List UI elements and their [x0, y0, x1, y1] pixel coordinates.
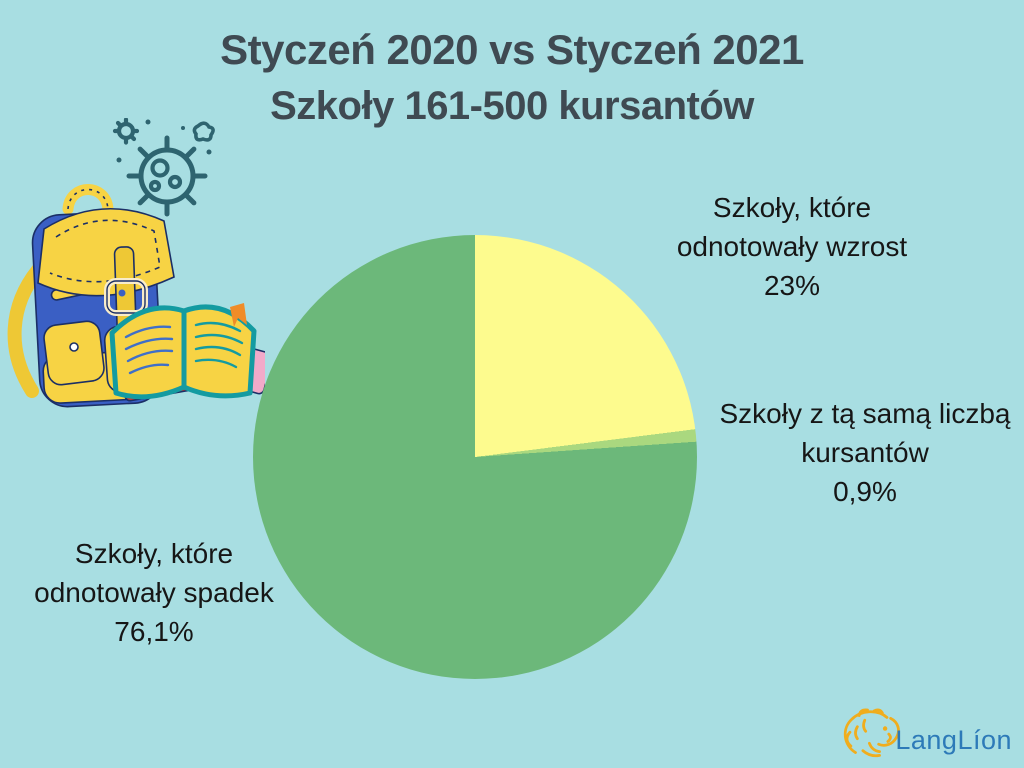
pie-label-text: Szkoły, które [74, 538, 234, 569]
langlion-logo: LangLíon [837, 706, 1012, 764]
pie-label-value: 23% [763, 270, 821, 301]
pie-label-text: kursantów [801, 437, 929, 468]
pie-label-increase: Szkoły, które odnotowały wzrost 23% [632, 188, 952, 305]
backpack-strap [7, 263, 45, 398]
open-book [109, 303, 257, 400]
page-subtitle: Szkoły 161-500 kursantów [270, 84, 754, 128]
coronavirus-doodle-icon [112, 118, 215, 217]
pie-label-value: 0,9% [833, 476, 897, 507]
backpack-handle [62, 184, 114, 215]
backpack-flap [37, 207, 175, 297]
pie-label-text: odnotowały spadek [34, 577, 274, 608]
header: Styczeń 2020 vs Styczeń 2021 Szkoły 161-… [0, 26, 1024, 129]
pie-label-text: odnotowały wzrost [676, 231, 908, 262]
pie-label-decrease: Szkoły, które odnotowały spadek 76,1% [0, 534, 308, 651]
pie-chart [253, 235, 697, 679]
page-title: Styczeń 2020 vs Styczeń 2021 [220, 26, 804, 73]
pie-label-value: 76,1% [114, 616, 194, 647]
logo-text: LangLíon [895, 725, 1012, 755]
pie-label-text: Szkoły, które [712, 192, 872, 223]
pie-label-text: Szkoły z tą samą liczbą [719, 398, 1011, 429]
pie-label-same: Szkoły z tą samą liczbą kursantów 0,9% [702, 394, 1024, 511]
lion-icon [844, 708, 901, 758]
backpack-books-illustration [7, 184, 265, 408]
